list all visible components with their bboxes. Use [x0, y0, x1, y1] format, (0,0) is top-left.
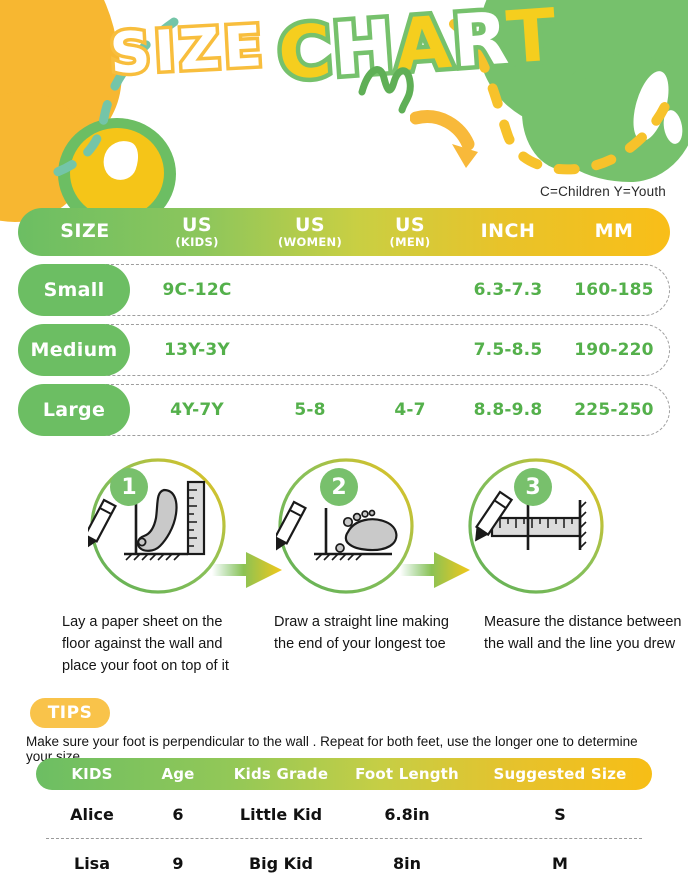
- header-cell-mm: MM: [594, 220, 634, 243]
- size-pill-large: Large: [18, 384, 130, 436]
- footprint-pencil-line-icon: [276, 500, 398, 561]
- table-row: Medium 13Y-3Y 7.5-8.5 190-220: [18, 324, 670, 376]
- step-text-3: Measure the distance between the wall an…: [484, 614, 682, 652]
- tips-badge: TIPS: [30, 698, 110, 728]
- arrow-right-icon-2: [400, 552, 470, 588]
- header-cell-us-men: US (MEN): [389, 213, 431, 249]
- kids-header-foot: Foot Length: [355, 765, 459, 783]
- step-text-1: Lay a paper sheet on the floor against t…: [62, 614, 229, 674]
- step-2: 2: [276, 456, 416, 596]
- kids-table: KIDS Age Kids Grade Foot Length Suggeste…: [36, 758, 652, 879]
- header-cell-us-kids: US (KIDS): [175, 213, 219, 249]
- cell-us-women: [250, 264, 370, 316]
- green-blob-right: [548, 54, 688, 182]
- kids-cell-age: 9: [172, 853, 184, 873]
- title-line-size: SIZE: [105, 10, 271, 90]
- cell-us-men: [358, 264, 462, 316]
- step-number-badge-2: 2: [320, 468, 358, 506]
- yellow-ring-decoration: [70, 128, 164, 218]
- step-1: 1: [88, 456, 228, 596]
- kids-header-suggested: Suggested Size: [493, 765, 627, 783]
- kids-header-grade: Kids Grade: [233, 765, 329, 783]
- kids-header-name: KIDS: [71, 765, 113, 783]
- arrow-right-icon-1: [212, 552, 282, 588]
- kids-cell-foot: 8in: [392, 853, 421, 873]
- cell-us-kids: 13Y-3Y: [164, 340, 230, 360]
- cell-us-women: 5-8: [294, 400, 326, 420]
- tips-text: Make sure your foot is perpendicular to …: [26, 734, 638, 764]
- step-circle-ring-3: [468, 458, 604, 594]
- kids-cell-foot: 6.8in: [384, 804, 430, 824]
- green-blob-right-lower: [522, 74, 608, 170]
- green-blob-notch-2: [661, 108, 685, 146]
- step-number-badge-1: 1: [110, 468, 148, 506]
- kids-cell-name: Alice: [70, 804, 114, 824]
- ring-inner-cut-decoration: [98, 135, 144, 185]
- step-text-2: Draw a straight line making the end of y…: [274, 614, 449, 652]
- size-pill-small: Small: [18, 264, 130, 316]
- curved-arrow-down-icon: [410, 110, 478, 168]
- measure-steps: 1: [0, 448, 688, 618]
- kids-cell-grade: Little Kid: [239, 804, 323, 824]
- cell-mm: 225-250: [574, 400, 654, 420]
- kids-table-header: KIDS Age Kids Grade Foot Length Suggeste…: [36, 758, 652, 790]
- kids-cell-grade: Big Kid: [248, 853, 314, 873]
- page-title: SIZE CHART: [105, 0, 566, 100]
- step-number-badge-3: 3: [514, 468, 552, 506]
- list-item: Lisa 9 Big Kid 8in M: [36, 839, 652, 879]
- step-3: 3: [466, 456, 606, 596]
- kids-row-divider: [46, 838, 642, 839]
- table-row: Small 9C-12C 6.3-7.3 160-185: [18, 264, 670, 316]
- cell-inch: 8.8-9.8: [473, 400, 543, 420]
- cell-us-men: [358, 324, 462, 376]
- table-row: Large 4Y-7Y 5-8 4-7 8.8-9.8 225-250: [18, 384, 670, 436]
- cell-inch: 6.3-7.3: [473, 280, 543, 300]
- green-blob-notch-1: [626, 67, 676, 145]
- kids-header-age: Age: [161, 765, 195, 783]
- cell-us-men: 4-7: [394, 400, 426, 420]
- cell-inch: 7.5-8.5: [473, 340, 543, 360]
- list-item: Alice 6 Little Kid 6.8in S: [36, 790, 652, 838]
- kids-cell-age: 6: [172, 804, 184, 824]
- header-cell-us-women: US (WOMEN): [278, 213, 342, 249]
- foot-against-wall-with-ruler-icon: [88, 480, 206, 561]
- kids-cell-suggested: S: [554, 804, 566, 824]
- header-cell-inch: INCH: [480, 220, 536, 243]
- size-pill-medium: Medium: [18, 324, 130, 376]
- cell-mm: 160-185: [574, 280, 654, 300]
- ruler-measure-distance-icon: [474, 490, 587, 550]
- green-squiggle-icon: [358, 66, 414, 114]
- size-table-header: SIZE US (KIDS) US (WOMEN) US (MEN) INCH …: [18, 208, 670, 256]
- kids-cell-name: Lisa: [74, 853, 110, 873]
- cell-mm: 190-220: [574, 340, 654, 360]
- cell-us-kids: 4Y-7Y: [170, 400, 224, 420]
- size-table: SIZE US (KIDS) US (WOMEN) US (MEN) INCH …: [18, 208, 670, 436]
- legend-note: C=Children Y=Youth: [540, 184, 666, 199]
- cell-us-women: [250, 324, 370, 376]
- header-cell-size: SIZE: [60, 220, 110, 243]
- cell-us-kids: 9C-12C: [162, 280, 232, 300]
- kids-cell-suggested: M: [552, 853, 568, 873]
- yellow-blob-left: [0, 92, 90, 222]
